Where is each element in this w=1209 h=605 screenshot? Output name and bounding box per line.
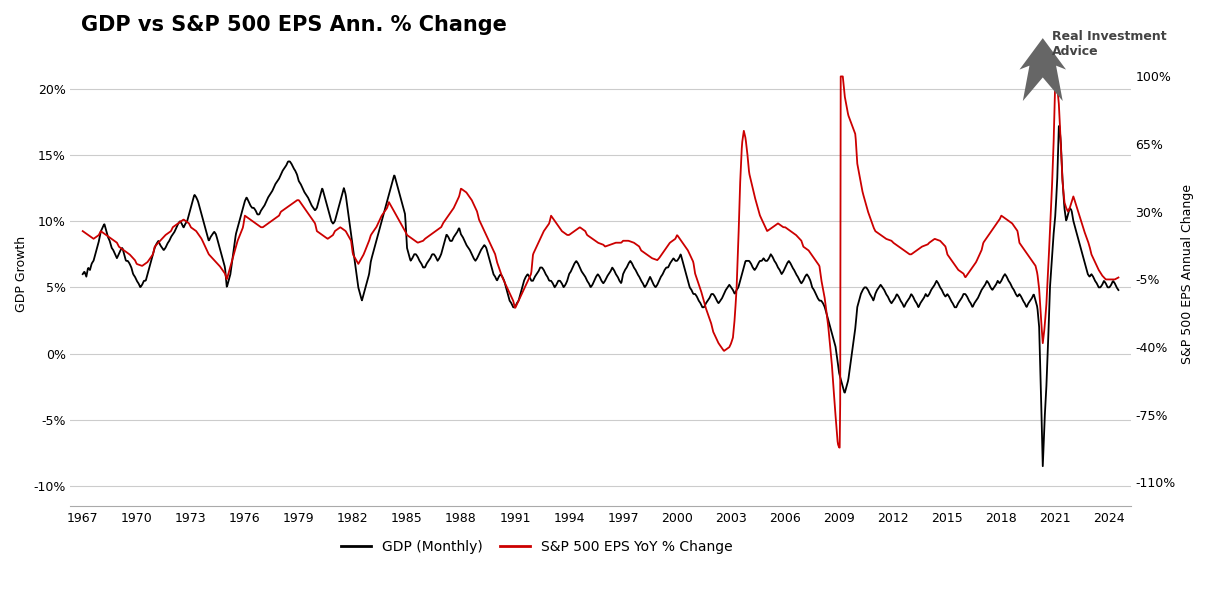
Text: Real Investment
Advice: Real Investment Advice [1052, 30, 1167, 58]
Y-axis label: S&P 500 EPS Annual Change: S&P 500 EPS Annual Change [1181, 184, 1194, 364]
Y-axis label: GDP Growth: GDP Growth [15, 236, 28, 312]
Text: GDP vs S&P 500 EPS Ann. % Change: GDP vs S&P 500 EPS Ann. % Change [81, 15, 507, 35]
Polygon shape [1019, 38, 1066, 101]
Legend: GDP (Monthly), S&P 500 EPS YoY % Change: GDP (Monthly), S&P 500 EPS YoY % Change [335, 534, 739, 560]
